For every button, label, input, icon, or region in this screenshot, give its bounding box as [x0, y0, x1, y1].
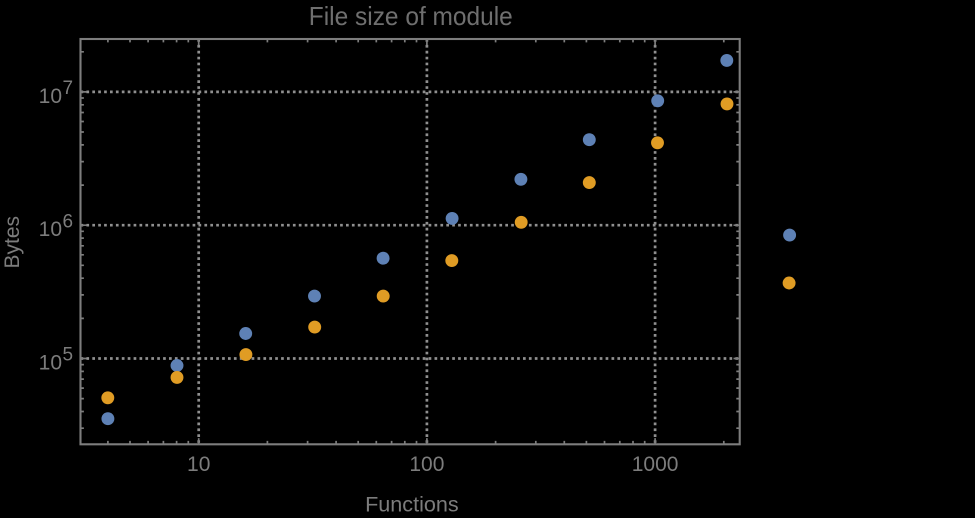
svg-text:Bytes: Bytes [1, 216, 24, 269]
svg-text:7: 7 [63, 78, 74, 99]
svg-text:5: 5 [63, 345, 74, 366]
svg-text:10: 10 [39, 85, 62, 108]
svg-text:10: 10 [39, 351, 62, 374]
svg-text:10: 10 [39, 218, 62, 241]
svg-text:10: 10 [187, 453, 210, 476]
svg-text:6: 6 [63, 211, 74, 232]
svg-text:1000: 1000 [632, 453, 679, 476]
svg-text:100: 100 [409, 453, 444, 476]
svg-text:File size of module: File size of module [309, 1, 513, 31]
svg-text:Functions: Functions [365, 491, 459, 513]
